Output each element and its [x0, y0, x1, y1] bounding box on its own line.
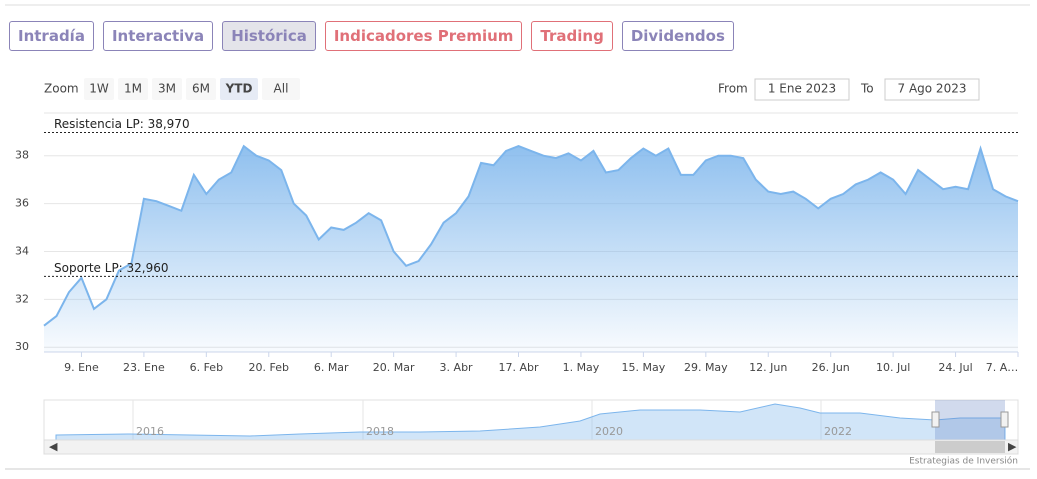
y-tick-label: 34: [15, 244, 29, 257]
tab[interactable]: Histórica: [222, 21, 316, 51]
zoom-button[interactable]: [84, 78, 114, 100]
navigator-label: 2016: [136, 425, 164, 438]
scroll-right[interactable]: ▶: [1008, 440, 1017, 453]
x-tick-label: 6. Mar: [314, 361, 349, 374]
y-tick-label: 30: [15, 340, 29, 353]
from-value: 1 Ene 2023: [768, 82, 836, 96]
x-tick-label: 10. Jul: [876, 361, 910, 374]
navigator-series: [55, 403, 1006, 441]
zoom-button-label: YTD: [225, 82, 253, 96]
navigator-label: 2020: [595, 425, 623, 438]
x-tick-label: 12. Jun: [749, 361, 787, 374]
line: [43, 144, 1019, 327]
from-input[interactable]: [754, 78, 850, 101]
navigator-label: 2018: [366, 425, 394, 438]
x-tick-label: 20. Feb: [249, 361, 289, 374]
x-tick-label: 20. Mar: [373, 361, 415, 374]
zoom-button[interactable]: [152, 78, 182, 100]
plot-line-label: Soporte LP: 32,960: [54, 261, 169, 275]
to-value: 7 Ago 2023: [898, 82, 967, 96]
x-tick-label: 23. Ene: [123, 361, 165, 374]
x-tick-label: 9. Ene: [64, 361, 99, 374]
scrollbar-thumb[interactable]: [935, 441, 1005, 453]
plot-line-label: Resistencia LP: 38,970: [54, 117, 190, 131]
navigator: [43, 399, 1019, 441]
x-tick-label: 1. May: [563, 361, 600, 374]
navigator-mask[interactable]: [935, 400, 1005, 440]
tab[interactable]: Trading: [531, 21, 613, 51]
scrollbar[interactable]: [43, 439, 1019, 455]
tab-bar: Intradía Interactiva Histórica Indicadores …: [9, 21, 734, 51]
x-tick-label: 24. Jul: [938, 361, 972, 374]
zoom-button-label: 3M: [158, 82, 176, 96]
x-tick-label: 3. Abr: [440, 361, 473, 374]
y-tick-label: 36: [15, 197, 29, 210]
navigator-handle[interactable]: [1000, 411, 1009, 428]
y-tick-label: 38: [15, 149, 29, 162]
tab[interactable]: Dividendos: [621, 21, 734, 51]
credits: Estrategias de Inversión: [909, 456, 1018, 467]
zoom-button-label: 1M: [124, 82, 142, 96]
zoom-button[interactable]: [186, 78, 216, 100]
tab[interactable]: Indicadores Premium: [324, 21, 523, 51]
navigator-handle[interactable]: [931, 411, 940, 428]
x-tick-label: 29. May: [684, 361, 728, 374]
area-fill: [44, 146, 1018, 352]
from-label: From: [718, 82, 748, 96]
zoom-button[interactable]: [118, 78, 148, 100]
zoom-button[interactable]: [262, 78, 300, 100]
zoom-button-label: All: [274, 82, 289, 96]
zoom-button[interactable]: [220, 78, 258, 100]
y-tick-label: 32: [15, 292, 29, 305]
x-tick-label: 26. Jun: [812, 361, 850, 374]
x-tick-label: 15. May: [622, 361, 666, 374]
scroll-left[interactable]: ◀: [49, 440, 58, 453]
x-tick-label: 7. A…: [986, 361, 1019, 374]
zoom-button-label: 6M: [192, 82, 210, 96]
to-label: To: [860, 82, 874, 96]
x-tick-label: 6. Feb: [190, 361, 223, 374]
navigator-label: 2022: [824, 425, 852, 438]
zoom-button-label: 1W: [89, 82, 109, 96]
tab[interactable]: Interactiva: [102, 21, 214, 51]
tab[interactable]: Intradía: [9, 21, 94, 51]
to-input[interactable]: [884, 78, 980, 101]
x-tick-label: 17. Abr: [498, 361, 538, 374]
zoom-label: Zoom: [44, 82, 79, 96]
